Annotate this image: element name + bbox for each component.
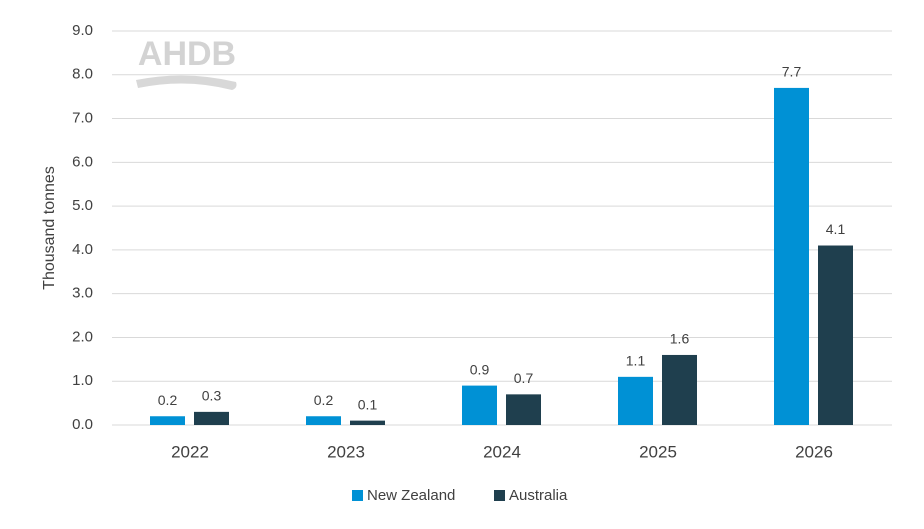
- data-label: 4.1: [826, 221, 846, 237]
- y-tick-label: 9.0: [72, 22, 93, 39]
- bar: [462, 385, 497, 425]
- x-tick-label: 2024: [483, 442, 521, 461]
- data-label: 0.3: [202, 388, 222, 404]
- data-label: 0.2: [314, 392, 334, 408]
- watermark-swoosh: [136, 75, 237, 90]
- watermark: AHDB: [138, 35, 236, 73]
- data-label: 1.1: [626, 353, 646, 369]
- legend-label: New Zealand: [367, 487, 455, 504]
- bar: [350, 420, 385, 425]
- y-tick-label: 5.0: [72, 197, 93, 214]
- y-tick-label: 4.0: [72, 241, 93, 258]
- x-tick-label: 2022: [171, 442, 209, 461]
- y-tick-label: 3.0: [72, 285, 93, 302]
- bar: [194, 411, 229, 425]
- bar: [618, 376, 653, 425]
- y-tick-label: 0.0: [72, 416, 93, 433]
- bar: [150, 416, 185, 425]
- y-tick-label: 1.0: [72, 372, 93, 389]
- data-label: 0.1: [358, 396, 378, 412]
- data-label: 7.7: [782, 64, 802, 80]
- legend-label: Australia: [509, 487, 568, 504]
- data-label: 0.9: [470, 361, 490, 377]
- legend-swatch: [494, 490, 505, 501]
- y-tick-label: 2.0: [72, 328, 93, 345]
- y-tick-label: 6.0: [72, 153, 93, 170]
- x-tick-label: 2023: [327, 442, 365, 461]
- bar: [774, 87, 809, 426]
- bar: [818, 245, 853, 425]
- bar: [662, 354, 697, 425]
- y-tick-label: 7.0: [72, 110, 93, 127]
- data-label: 0.7: [514, 370, 534, 386]
- bar: [506, 394, 541, 425]
- y-tick-label: 8.0: [72, 66, 93, 83]
- data-label: 0.2: [158, 392, 178, 408]
- bar: [306, 416, 341, 425]
- y-axis-title: Thousand tonnes: [41, 166, 58, 290]
- legend-swatch: [352, 490, 363, 501]
- data-label: 1.6: [670, 331, 690, 347]
- x-tick-label: 2025: [639, 442, 677, 461]
- x-tick-label: 2026: [795, 442, 833, 461]
